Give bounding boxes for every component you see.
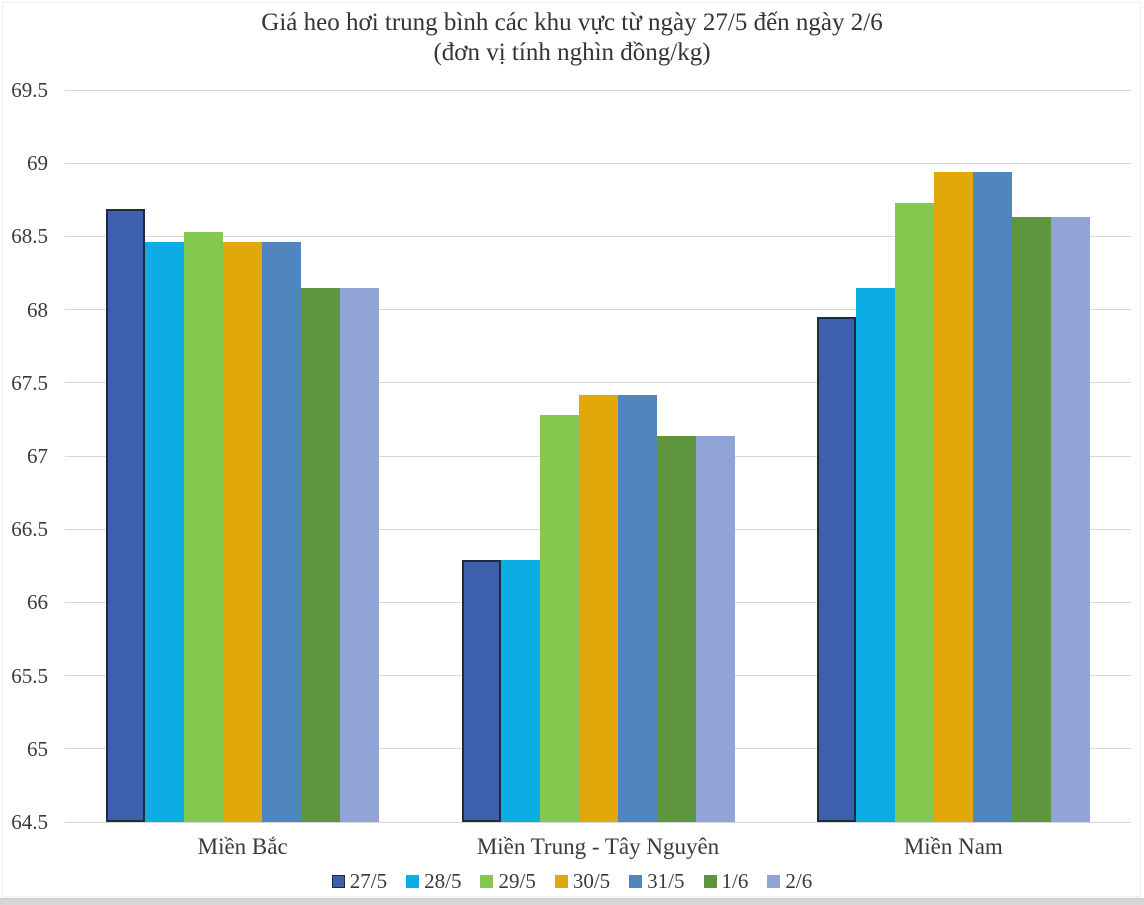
- x-axis-category-label: Miền Trung - Tây Nguyên: [476, 834, 720, 859]
- bar-28-5-cat1: [145, 242, 185, 822]
- legend-item: 2/6: [767, 871, 812, 892]
- y-axis-tick-label: 69.5: [11, 78, 48, 102]
- legend-swatch-icon: [767, 875, 781, 888]
- bar-27-5-cat2: [461, 559, 501, 822]
- window-bottom-edge: [0, 898, 1144, 905]
- bar-31-5-cat2: [617, 394, 657, 822]
- chart-title-block: Giá heo hơi trung bình các khu vực từ ng…: [0, 8, 1144, 68]
- chart-subtitle: (đơn vị tính nghìn đồng/kg): [433, 39, 711, 66]
- chart-title: Giá heo hơi trung bình các khu vực từ ng…: [261, 9, 883, 36]
- bar-2-6-cat1: [340, 287, 380, 822]
- legend-label: 27/5: [349, 869, 388, 893]
- bar-28-5-cat2: [500, 559, 540, 822]
- legend-swatch-icon: [480, 875, 494, 888]
- legend-label: 30/5: [572, 869, 611, 893]
- legend-label: 29/5: [498, 869, 536, 893]
- legend-swatch-icon: [703, 875, 717, 888]
- gridline: [65, 162, 1131, 164]
- legend-label: 2/6: [785, 869, 813, 893]
- legend-label: 28/5: [424, 869, 462, 893]
- x-axis-category-label: Miền Bắc: [197, 834, 288, 859]
- bar-2-6-cat3: [1050, 217, 1090, 822]
- plot-area: [65, 89, 1131, 823]
- bar-31-5-cat1: [262, 242, 302, 822]
- y-axis-tick-label: 68.5: [11, 224, 48, 249]
- legend-item: 28/5: [406, 871, 461, 892]
- bar-27-5-cat3: [816, 316, 856, 822]
- bar-29-5-cat2: [539, 415, 579, 822]
- gridline: [65, 382, 1131, 384]
- legend-label: 31/5: [647, 869, 685, 893]
- legend-label: 1/6: [721, 869, 749, 893]
- y-axis-tick-label: 66: [27, 590, 48, 615]
- gridline: [65, 235, 1131, 237]
- bar-27-5-cat1: [106, 208, 146, 822]
- y-axis-tick-label: 67: [27, 444, 48, 468]
- legend-item: 31/5: [629, 869, 685, 893]
- bar-30-5-cat3: [933, 171, 973, 822]
- bar-29-5-cat1: [184, 232, 224, 822]
- legend-item: 29/5: [480, 869, 536, 893]
- y-axis-tick-label: 64.5: [11, 810, 48, 834]
- x-axis-category-label: Miền Nam: [903, 834, 1003, 859]
- bar-1-6-cat3: [1011, 217, 1051, 822]
- legend-swatch-icon: [331, 875, 345, 888]
- gridline: [65, 309, 1131, 311]
- bar-29-5-cat3: [894, 202, 934, 822]
- legend-item: 1/6: [703, 869, 749, 893]
- y-axis-tick-label: 69: [27, 151, 48, 176]
- bar-2-6-cat2: [695, 435, 735, 822]
- legend-swatch-icon: [629, 875, 643, 888]
- bar-30-5-cat2: [578, 394, 618, 822]
- legend-swatch-icon: [554, 875, 568, 888]
- bar-31-5-cat3: [972, 171, 1012, 822]
- y-axis-tick-label: 67.5: [11, 370, 48, 395]
- bar-30-5-cat1: [223, 242, 263, 822]
- gridline: [65, 89, 1131, 91]
- legend-swatch-icon: [406, 875, 420, 888]
- y-axis-tick-label: 66.5: [11, 517, 48, 542]
- chart-legend: 27/5 28/5 29/5 30/5 31/5 1/6 2/6: [0, 871, 1144, 892]
- bar-28-5-cat3: [855, 287, 895, 822]
- gridline: [65, 821, 1131, 823]
- bar-1-6-cat1: [301, 287, 341, 822]
- y-axis-tick-label: 65: [27, 736, 48, 761]
- legend-item: 30/5: [554, 869, 611, 893]
- legend-item: 27/5: [331, 869, 388, 893]
- bar-1-6-cat2: [656, 435, 696, 822]
- y-axis-tick-label: 65.5: [11, 663, 48, 688]
- y-axis-tick-label: 68: [27, 297, 48, 322]
